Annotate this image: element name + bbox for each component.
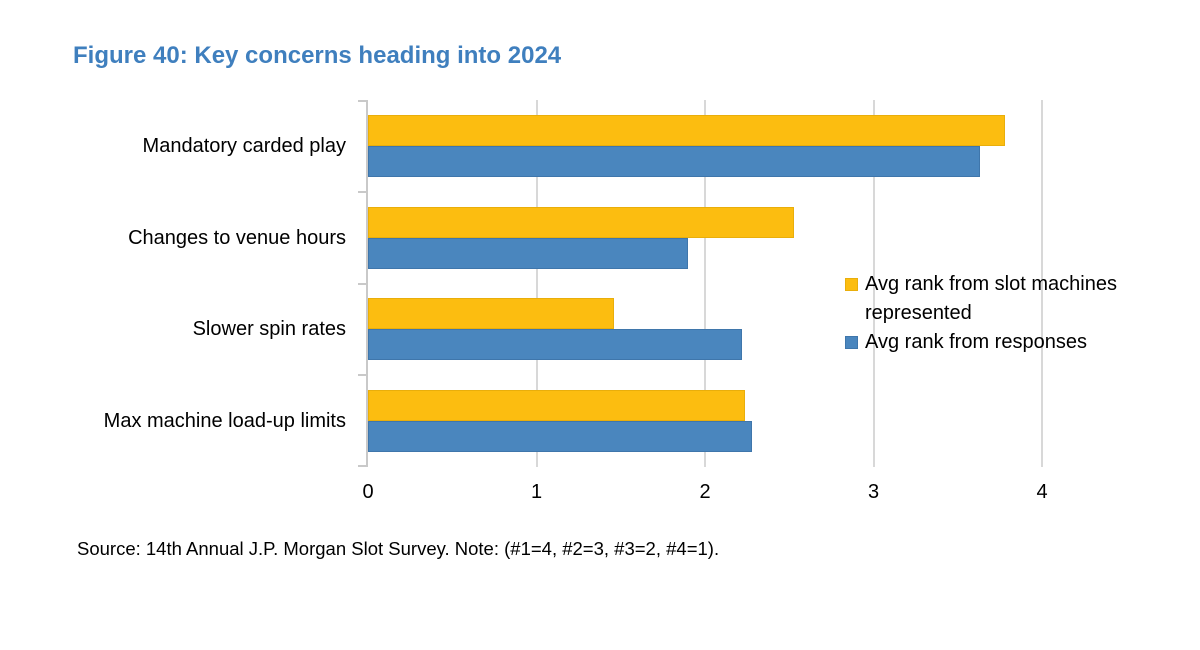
bar [368,206,795,238]
category-label: Slower spin rates [192,318,346,341]
legend-item: Avg rank from slot machines represented [845,270,1145,328]
x-tick-label: 3 [867,481,880,503]
bar [368,298,614,330]
x-tick-label: 2 [699,481,711,503]
legend-item: Avg rank from responses [845,328,1145,357]
y-axis-tick [358,100,367,102]
bar [368,390,746,422]
legend-label: Avg rank from slot machines represented [865,273,1117,324]
bar [368,145,980,177]
x-tick-label: 1 [530,481,543,503]
y-axis-tick [358,465,367,467]
category-label: Changes to venue hours [128,226,346,249]
x-tick-label: 0 [362,481,374,503]
legend-label: Avg rank from responses [865,331,1087,353]
gridline [535,100,538,467]
chart-legend: Avg rank from slot machines represented A… [845,270,1145,357]
bar [368,237,689,269]
gridline [872,100,875,467]
source-note: Source: 14th Annual J.P. Morgan Slot Sur… [77,538,720,559]
gridline [704,100,706,467]
bar [368,421,753,453]
category-label: Max machine load-up limits [103,410,346,433]
category-label: Mandatory carded play [142,134,346,157]
figure-title: Figure 40: Key concerns heading into 202… [73,42,562,69]
legend-swatch [845,278,858,291]
plot-area [358,100,1043,467]
gridline [1041,100,1043,467]
legend-swatch [845,336,858,349]
y-axis-tick [358,190,367,193]
y-axis-tick [358,374,367,377]
bar [368,329,743,361]
y-axis-tick [358,282,367,285]
x-tick-label: 4 [1036,481,1048,503]
bar [368,114,1005,146]
y-axis-line [366,100,368,467]
